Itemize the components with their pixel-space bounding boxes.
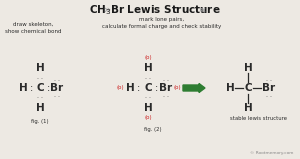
Text: «: « [198,5,206,15]
Text: C: C [244,83,252,93]
Text: Br: Br [159,83,172,93]
Text: fig. (2): fig. (2) [144,128,162,132]
Text: · ·: · · [266,93,272,98]
Text: · ·: · · [145,95,151,100]
Text: · ·: · · [54,93,60,98]
Text: C: C [36,83,44,93]
Text: mark lone pairs,
calculate formal charge and check stability: mark lone pairs, calculate formal charge… [102,17,222,29]
Text: H: H [144,63,152,73]
Text: :: : [137,83,141,93]
Text: H: H [36,103,44,113]
Text: H: H [36,63,44,73]
Text: draw skeleton,
show chemical bond: draw skeleton, show chemical bond [5,22,61,34]
Text: · ·: · · [145,76,151,81]
Text: · ·: · · [266,77,272,83]
Text: (o): (o) [116,86,124,90]
Text: (o): (o) [173,86,181,90]
Text: H: H [244,63,252,73]
Text: :: : [30,83,33,93]
Text: H: H [19,83,27,93]
Text: H: H [144,103,152,113]
Text: stable lewis structure: stable lewis structure [230,115,286,121]
Text: C: C [144,83,152,93]
Text: · ·: · · [37,76,43,81]
Text: »: » [104,5,112,15]
FancyArrow shape [183,83,205,93]
Text: · ·: · · [54,77,60,83]
Text: · ·: · · [163,93,169,98]
Text: · ·: · · [163,77,169,83]
Text: fig. (1): fig. (1) [31,120,49,124]
Text: H: H [226,83,234,93]
Text: Br: Br [50,83,64,93]
Text: (o): (o) [144,55,152,61]
Text: · ·: · · [37,95,43,100]
Text: :: : [155,83,159,93]
Text: H: H [126,83,134,93]
Text: CH$_3$Br Lewis Structure: CH$_3$Br Lewis Structure [89,3,221,17]
Text: Br: Br [262,83,276,93]
Text: H: H [244,103,252,113]
Text: © Rootmemory.com: © Rootmemory.com [250,151,293,155]
Text: :: : [47,83,50,93]
Text: (o): (o) [144,115,152,121]
